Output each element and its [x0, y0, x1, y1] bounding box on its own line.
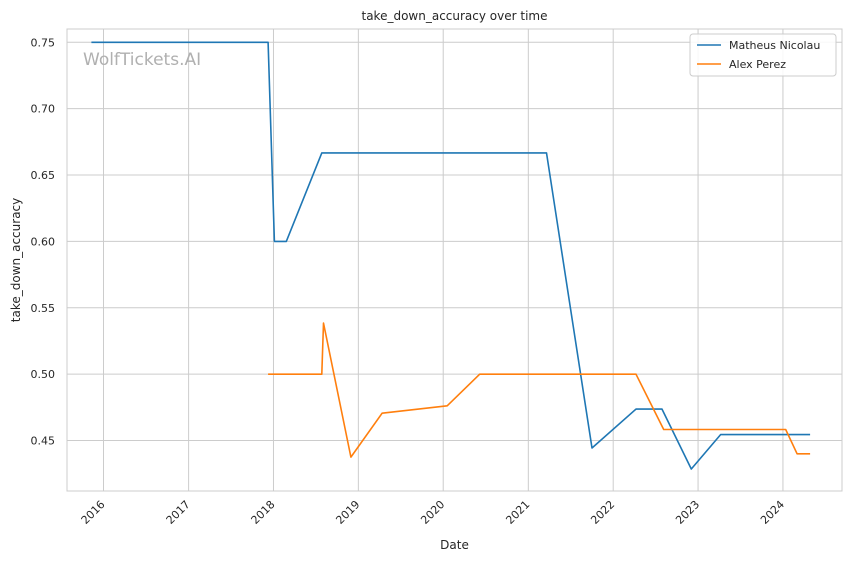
series-line-matheus-nicolau [91, 41, 811, 470]
y-tick-label: 0.70 [31, 103, 56, 116]
x-tick-label: 2019 [333, 498, 362, 527]
x-tick-labels: 2016 2017 2018 2019 2020 2021 2022 2023 2024 [79, 498, 787, 527]
x-axis-title: Date [440, 538, 469, 552]
x-tick-label: 2018 [249, 498, 278, 527]
x-tick-label: 2021 [503, 498, 532, 527]
x-tick-label: 2017 [164, 498, 193, 527]
y-tick-label: 0.45 [31, 435, 56, 448]
y-tick-label: 0.60 [31, 235, 56, 248]
y-tick-label: 0.55 [31, 302, 56, 315]
watermark: WolfTickets.AI [83, 50, 201, 70]
y-tick-labels: 0.45 0.50 0.55 0.60 0.65 0.70 0.75 [31, 36, 56, 447]
x-tick-label: 2016 [79, 498, 108, 527]
chart-title: take_down_accuracy over time [362, 9, 548, 23]
x-tick-label: 2023 [673, 498, 702, 527]
grid-lines [67, 29, 842, 491]
legend-label-matheus-nicolau: Matheus Nicolau [729, 39, 820, 52]
y-axis-title: take_down_accuracy [9, 198, 23, 322]
x-tick-label: 2024 [758, 498, 787, 527]
x-tick-label: 2020 [418, 498, 447, 527]
legend-box [689, 33, 837, 77]
plot-frame [66, 28, 843, 492]
series-line-alex-perez [268, 322, 811, 458]
y-tick-label: 0.65 [31, 169, 56, 182]
legend: Matheus Nicolau Alex Perez [689, 33, 837, 77]
legend-label-alex-perez: Alex Perez [729, 58, 786, 71]
series-lines [91, 41, 811, 470]
y-tick-label: 0.50 [31, 368, 56, 381]
y-tick-label: 0.75 [31, 36, 56, 49]
x-tick-label: 2022 [588, 498, 617, 527]
plot-area [67, 29, 842, 491]
